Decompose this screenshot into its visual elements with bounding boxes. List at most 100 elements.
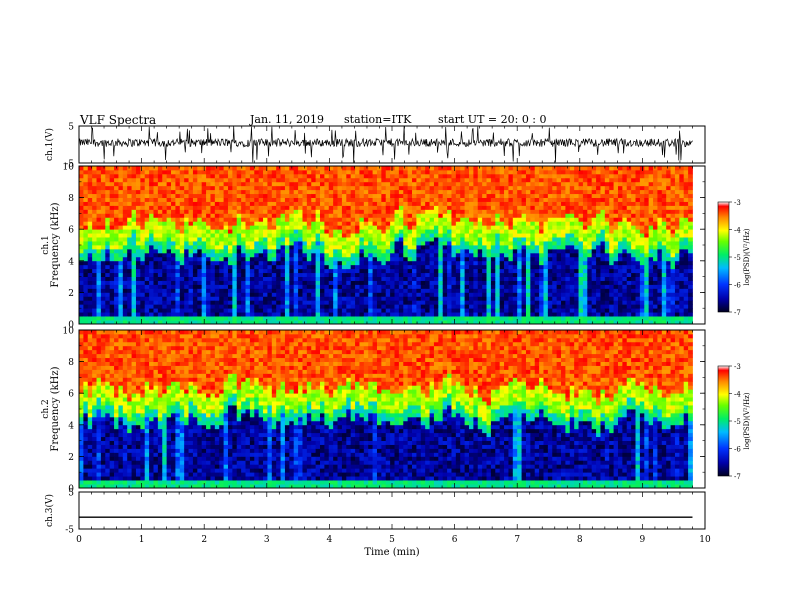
spectrogram-cell [381, 193, 387, 198]
spectrogram-cell [79, 268, 84, 274]
spectrogram-cell [157, 248, 163, 254]
spectrogram-cell [368, 312, 373, 317]
spectrogram-cell [280, 320, 286, 325]
spectrogram-cell [131, 217, 137, 222]
spectrogram-cell [591, 320, 597, 325]
spectrogram-cell [429, 217, 435, 222]
spectrogram-cell [425, 209, 430, 214]
spectrogram-cell [293, 292, 299, 297]
spectrogram-cell [420, 217, 426, 222]
spectrogram-cell [105, 166, 111, 171]
spectrogram-cell [249, 264, 255, 270]
spectrogram-cell [368, 308, 373, 313]
spectrogram-cell [604, 296, 610, 301]
spectrogram-cell [617, 185, 623, 191]
spectrogram-cell [140, 189, 146, 195]
spectrogram-cell [258, 201, 264, 206]
spectrogram-cell [447, 292, 452, 297]
spectrogram-cell [412, 264, 417, 270]
spectrogram-cell [162, 166, 168, 171]
spectrogram-cell [315, 248, 321, 254]
spectrogram-cell [464, 252, 470, 258]
spectrogram-cell [263, 268, 268, 274]
spectrogram-cell [552, 288, 558, 293]
spectrogram-cell [477, 241, 483, 246]
spectrogram-cell [381, 189, 387, 195]
spectrogram-cell [131, 181, 137, 187]
spectrogram-cell [87, 177, 93, 183]
spectrogram-cell [412, 252, 417, 258]
spectrogram-cell [376, 213, 382, 218]
spectrogram-cell [569, 193, 575, 198]
spectrogram-cell [315, 300, 321, 305]
spectrogram-cell [83, 237, 89, 242]
spectrogram-cell [451, 296, 457, 301]
spectrogram-cell [284, 229, 290, 234]
spectrogram-cell [350, 272, 356, 277]
spectrogram-cell [271, 241, 277, 246]
spectrogram-cell [469, 316, 474, 321]
spectrogram-cell [223, 225, 229, 230]
spectrogram-cell [197, 308, 203, 313]
spectrogram-cell [521, 268, 527, 274]
spectrogram-cell [574, 288, 579, 293]
spectrogram-cell [394, 260, 400, 266]
spectrogram-cell [569, 237, 575, 242]
spectrogram-cell [175, 304, 181, 309]
spectrogram-cell [328, 300, 334, 305]
chart-title: VLF Spectra [80, 113, 157, 127]
spectrogram-cell [105, 300, 111, 305]
spectrogram-cell [368, 268, 373, 274]
spectrogram-cell [219, 189, 224, 195]
spectrogram-cell [118, 268, 124, 274]
spectrogram-cell [398, 201, 404, 206]
spectrogram-cell [184, 248, 189, 254]
spectrogram-cell [302, 237, 308, 242]
spectrogram-cell [442, 185, 448, 191]
spectrogram-cell [127, 229, 132, 234]
spectrogram-cell [144, 268, 150, 274]
spectrogram-cell [438, 237, 444, 242]
spectrogram-cell [425, 233, 430, 238]
spectrogram-cell [385, 264, 391, 270]
spectrogram-cell [197, 245, 203, 250]
spectrogram-cell [394, 316, 400, 321]
spectrogram-cell [460, 241, 466, 246]
spectrogram-cell [245, 189, 251, 195]
spectrogram-cell [210, 268, 216, 274]
spectrogram-cell [455, 260, 461, 266]
spectrogram-cell [490, 177, 496, 183]
spectrogram-cell [100, 189, 106, 195]
spectrogram-cell [175, 268, 181, 274]
spectrogram-cell [263, 304, 268, 309]
spectrogram-cell [390, 166, 395, 171]
spectrogram-cell [306, 264, 312, 270]
spectrogram-cell [341, 292, 347, 297]
spectrogram-cell [105, 308, 111, 313]
spectrogram-cell [337, 177, 343, 183]
spectrogram-cell [477, 189, 483, 195]
spectrogram-cell [149, 284, 154, 289]
spectrogram-cell [346, 197, 352, 202]
spectrogram-cell [499, 177, 505, 183]
spectrogram-cell [135, 225, 141, 230]
spectrogram-cell [469, 300, 474, 305]
spectrogram-cell [96, 284, 102, 289]
spectrogram-cell [175, 245, 181, 250]
spectrogram-cell [622, 288, 628, 293]
spectrogram-cell [179, 320, 185, 325]
spectrogram-cell [482, 288, 487, 293]
spectrogram-cell [622, 300, 628, 305]
spectrogram-cell [100, 193, 106, 198]
spectrogram-cell [263, 217, 268, 222]
spectrogram-cell [390, 252, 395, 258]
spectrogram-cell [372, 169, 378, 175]
spectrogram-cell [582, 264, 588, 270]
spectrogram-cell [306, 173, 312, 179]
spectrogram-cell [596, 280, 601, 285]
spectrogram-cell [188, 264, 194, 270]
spectrogram-cell [87, 189, 93, 195]
spectrogram-cell [447, 256, 452, 262]
spectrogram-cell [438, 312, 444, 317]
spectrogram-cell [333, 320, 338, 325]
